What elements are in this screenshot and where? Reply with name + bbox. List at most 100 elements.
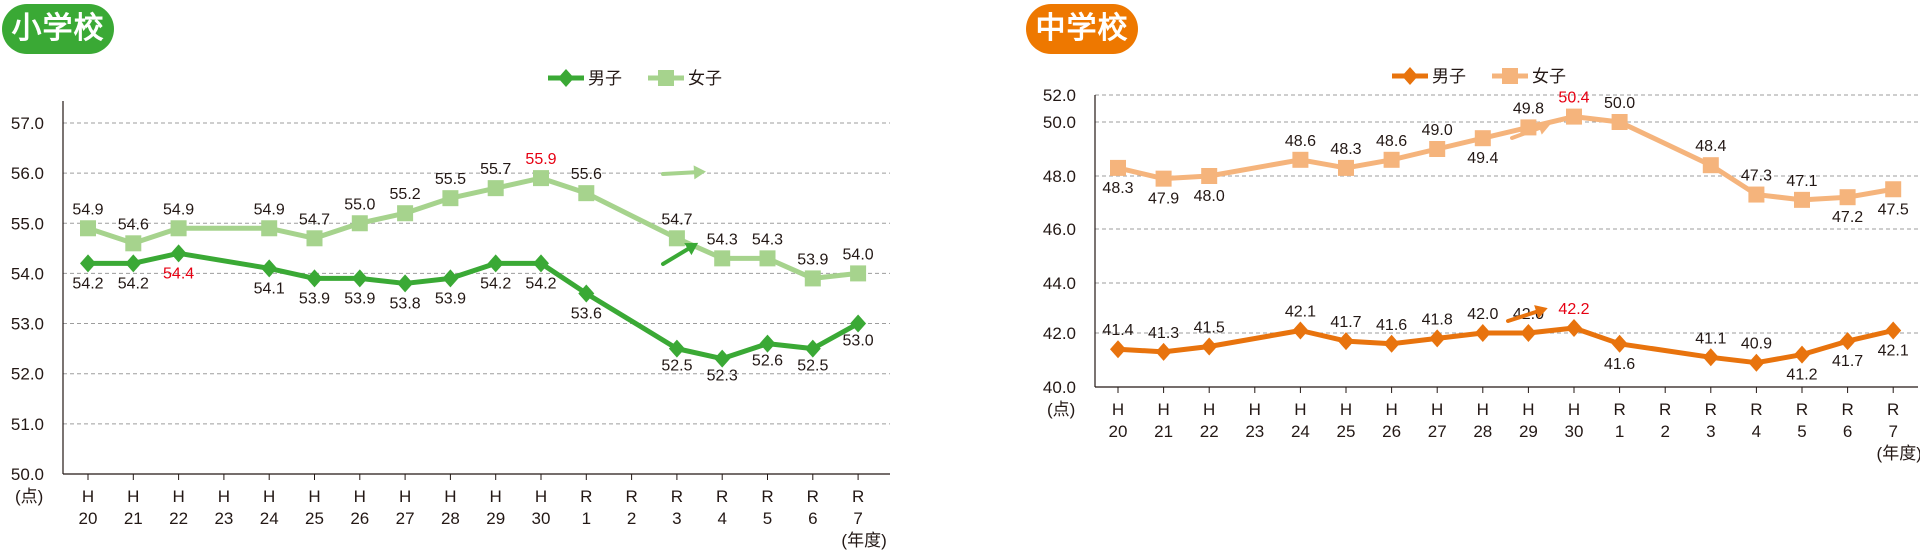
- boys-data-marker: [804, 339, 821, 358]
- boys-data-marker: [1748, 353, 1765, 372]
- x-tick-era: H: [444, 487, 456, 506]
- girls-data-marker: [850, 265, 867, 282]
- boys-data-label: 41.3: [1148, 325, 1179, 342]
- legend-girls-label: 女子: [688, 69, 722, 88]
- boys-series-line: [1117, 325, 1894, 366]
- girls-data-label: 48.6: [1285, 133, 1316, 150]
- x-tick-year: 20: [1109, 422, 1128, 441]
- girls-data-marker: [1110, 159, 1126, 176]
- legend-boys-label: 男子: [1432, 67, 1466, 86]
- girls-data-marker: [1839, 189, 1856, 206]
- x-tick-year: 21: [124, 509, 143, 528]
- girls-data-label: 54.7: [661, 211, 692, 228]
- boys-data-label: 52.3: [707, 368, 738, 385]
- legend-boys-label: 男子: [588, 69, 622, 88]
- girls-data-marker: [351, 215, 368, 232]
- y-tick-label: 52.0: [11, 365, 44, 384]
- boys-data-label: 41.6: [1376, 317, 1407, 334]
- girls-data-label: 55.5: [435, 171, 466, 188]
- y-tick-label: 51.0: [11, 415, 44, 434]
- boys-data-marker: [668, 339, 685, 358]
- girls-data-label: 54.9: [163, 201, 194, 218]
- x-tick-era: H: [399, 487, 411, 506]
- x-tick-year: 22: [1200, 422, 1219, 441]
- y-tick-label: 40.0: [1043, 378, 1076, 397]
- boys-data-marker: [351, 269, 368, 288]
- x-tick-year: 24: [260, 509, 279, 528]
- legend-boys-diamond-icon: [558, 69, 574, 87]
- girls-data-label: 54.0: [843, 246, 874, 263]
- x-tick-year: 24: [1291, 422, 1310, 441]
- y-unit-label: (点): [15, 487, 43, 506]
- x-tick-era: H: [1157, 400, 1169, 419]
- x-tick-year: 6: [808, 509, 817, 528]
- x-tick-era: H: [263, 487, 275, 506]
- boys-data-marker: [1702, 348, 1719, 367]
- x-tick-year: 4: [717, 509, 726, 528]
- x-tick-era: H: [490, 487, 502, 506]
- x-tick-era: H: [1294, 400, 1306, 419]
- boys-data-marker: [533, 254, 549, 273]
- x-tick-year: 3: [672, 509, 681, 528]
- girls-data-marker: [1748, 186, 1765, 203]
- x-tick-era: H: [172, 487, 184, 506]
- y-tick-label: 50.0: [11, 465, 44, 484]
- x-tick-era: H: [354, 487, 366, 506]
- y-tick-label: 54.0: [11, 264, 44, 283]
- boys-data-marker: [80, 254, 96, 273]
- girls-data-label: 53.9: [797, 251, 828, 268]
- x-tick-era: H: [1477, 400, 1489, 419]
- girls-data-marker: [1155, 170, 1172, 187]
- x-tick-era: R: [1841, 400, 1853, 419]
- boys-data-label: 54.2: [72, 275, 103, 292]
- y-tick-label: 55.0: [11, 214, 44, 233]
- x-tick-era: R: [852, 487, 864, 506]
- girls-data-label: 47.2: [1832, 209, 1863, 226]
- x-tick-era: R: [580, 487, 592, 506]
- x-tick-era: H: [1522, 400, 1534, 419]
- y-tick-label: 53.0: [11, 315, 44, 334]
- x-tick-year: 25: [305, 509, 324, 528]
- boys-data-label: 52.6: [752, 353, 783, 370]
- girls-data-marker: [1201, 168, 1218, 184]
- boys-data-label: 41.6: [1604, 356, 1635, 373]
- x-tick-year: 28: [1473, 422, 1492, 441]
- x-tick-year: 7: [853, 509, 862, 528]
- chart-legend: 男子 女子: [548, 69, 722, 88]
- boys-data-marker: [1794, 345, 1810, 364]
- boys-data-marker: [1885, 321, 1902, 340]
- x-tick-era: R: [716, 487, 728, 506]
- boys-data-label: 40.9: [1741, 336, 1772, 353]
- x-unit-label: (年度): [841, 531, 886, 550]
- x-tick-era: H: [1568, 400, 1580, 419]
- girls-data-marker: [1292, 151, 1309, 168]
- girls-data-label: 54.7: [299, 211, 330, 228]
- boys-data-label: 53.9: [344, 290, 375, 307]
- girls-data-marker: [397, 205, 414, 222]
- boys-series-line: [88, 250, 860, 362]
- x-tick-year: 23: [1245, 422, 1264, 441]
- girls-data-label: 54.3: [707, 231, 738, 248]
- boys-data-marker: [306, 269, 323, 288]
- girls-data-marker: [668, 230, 685, 247]
- x-tick-year: 20: [79, 509, 98, 528]
- legend-girls-square-icon: [658, 70, 674, 86]
- x-tick-era: R: [625, 487, 637, 506]
- x-tick-era: R: [807, 487, 819, 506]
- x-tick-era: H: [535, 487, 547, 506]
- boys-data-label: 53.0: [843, 333, 874, 350]
- x-tick-era: H: [82, 487, 94, 506]
- boys-data-label: 53.6: [571, 305, 602, 322]
- girls-data-marker: [80, 220, 96, 237]
- boys-data-marker: [1566, 319, 1582, 337]
- boys-data-label: 42.0: [1467, 306, 1498, 323]
- boys-data-label: 53.8: [390, 295, 421, 312]
- x-unit-label: (年度): [1877, 444, 1920, 463]
- boys-data-marker: [397, 274, 414, 293]
- boys-data-marker: [759, 334, 776, 353]
- boys-data-label: 53.9: [435, 290, 466, 307]
- girls-data-label: 54.9: [72, 201, 103, 218]
- x-tick-era: R: [1750, 400, 1762, 419]
- girls-data-marker: [442, 190, 459, 207]
- x-tick-year: 21: [1154, 422, 1173, 441]
